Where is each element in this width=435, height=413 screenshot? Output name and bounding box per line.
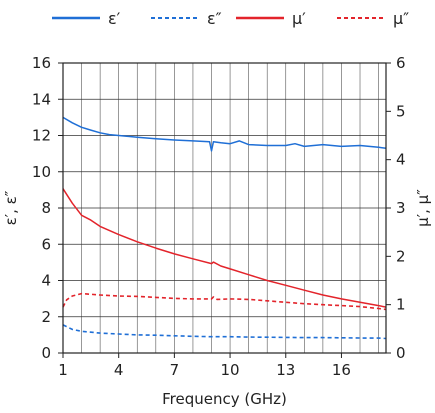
y-left-tick-label: 12 [32,127,51,145]
y-left-tick-label: 6 [41,235,51,253]
series-line-ε′ [62,116,387,152]
y-left-tick-label: 16 [32,54,51,72]
legend-label: ε′ [108,9,121,28]
y-right-tick-label: 4 [396,151,406,169]
series-line-μ″ [62,292,387,311]
y-left-tick-label: 10 [32,163,51,181]
x-tick-label: 10 [221,361,240,379]
legend-label: μ′ [292,9,306,28]
x-tick-label: 13 [276,361,295,379]
y-left-tick-label: 14 [32,90,51,108]
grid [62,62,386,354]
x-tick-label: 1 [58,361,68,379]
series-line-ε″ [62,324,387,340]
y-right-tick-label: 0 [396,344,406,362]
y-right-tick-label: 2 [396,247,406,265]
x-axis-title: Frequency (GHz) [162,390,287,408]
x-tick-label: 7 [170,361,180,379]
legend-label: μ″ [393,9,409,28]
x-tick-label: 16 [332,361,351,379]
y-axis-left-title: ε′, ε″ [2,190,20,225]
y-left-tick-label: 0 [41,344,51,362]
y-right-tick-label: 3 [396,199,406,217]
series-layer [62,116,387,340]
legend: ε′ ε″ μ′ μ″ [52,9,409,28]
legend-label: ε″ [207,9,222,28]
y-right-tick-label: 6 [396,54,406,72]
y-left-tick-label: 8 [41,199,51,217]
series-line-μ′ [62,188,387,308]
y-left-tick-label: 2 [41,308,51,326]
y-left-tick-label: 4 [41,272,51,290]
x-tick-label: 4 [114,361,124,379]
y-axis-right-title: μ′, μ″ [414,189,432,227]
y-right-tick-label: 1 [396,296,406,314]
y-right-tick-label: 5 [396,102,406,120]
